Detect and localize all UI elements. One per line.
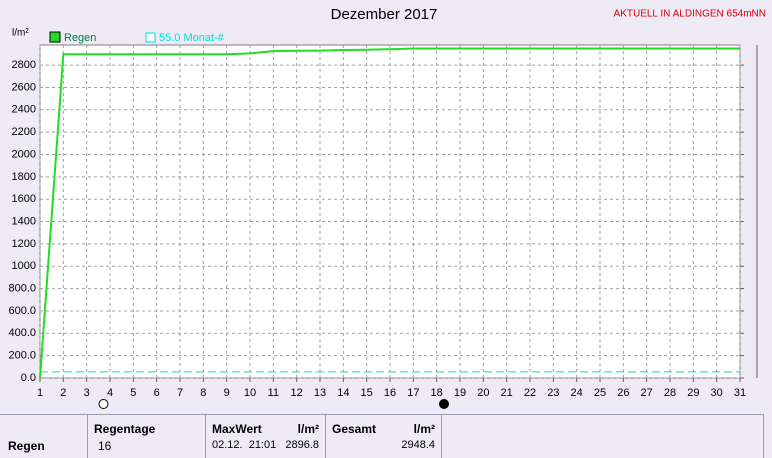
col-regentage: Regentage 16 [88,414,206,458]
cell-value: 16 [98,439,112,453]
y-tick-label: 2800 [12,59,36,71]
legend-label: Regen [64,32,96,44]
cell-value: 2948.4 [401,439,435,451]
col-maxwert: MaxWert l/m² 02.12. 21:01 2896.8 [206,414,326,458]
y-axis-label: l/m² [12,28,29,39]
y-tick-label: 400.0 [8,327,36,339]
x-tick-label: 6 [154,387,160,399]
y-tick-label: 2000 [12,148,36,160]
x-tick-label: 13 [314,387,326,399]
x-tick-label: 4 [107,387,113,399]
x-tick-label: 17 [407,387,419,399]
x-tick-label: 3 [84,387,90,399]
x-tick-label: 10 [244,387,256,399]
col-header: MaxWert [212,422,262,436]
x-tick-label: 25 [594,387,606,399]
x-tick-label: 14 [337,387,349,399]
y-tick-label: 1800 [12,171,36,183]
station-label: AKTUELL IN ALDINGEN 654mNN [614,9,766,20]
y-tick-label: 600.0 [8,305,36,317]
chart: Dezember 2017 AKTUELL IN ALDINGEN 654mNN… [8,6,766,409]
y-tick-label: 0.0 [21,372,36,384]
y-tick-label: 800.0 [8,283,36,295]
x-tick-label: 28 [664,387,676,399]
col-header: Regentage [94,422,156,436]
y-tick-label: 2400 [12,104,36,116]
y-tick-label: 2200 [12,126,36,138]
x-tick-label: 31 [734,387,746,399]
x-tick-label: 7 [177,387,183,399]
x-tick-label: 2 [60,387,66,399]
cell-date: 02.12. 21:01 [212,439,277,451]
row-label: Regen [8,439,45,453]
empty-cell [442,414,764,458]
col-gesamt: Gesamt l/m² 2948.4 [326,414,442,458]
cell-value: 2896.8 [285,439,319,451]
y-tick-label: 1400 [12,215,36,227]
x-tick-label: 12 [291,387,303,399]
x-tick-label: 20 [477,387,489,399]
y-tick-label: 1600 [12,193,36,205]
col-unit: l/m² [413,422,435,436]
x-tick-label: 8 [200,387,206,399]
stats-table: Regen Regentage 16 MaxWert l/m² 02.12. 2… [0,414,772,458]
x-tick-label: 29 [687,387,699,399]
col-header: Gesamt [332,422,377,436]
x-tick-label: 9 [224,387,230,399]
x-tick-label: 26 [617,387,629,399]
chart-title: Dezember 2017 [331,6,438,23]
legend-label: 55.0 Monat-# [159,32,225,44]
x-tick-label: 24 [571,387,583,399]
rain-line [39,47,740,379]
x-tick-label: 15 [361,387,373,399]
x-tick-label: 30 [711,387,723,399]
row-header: Regen [0,414,88,458]
x-tick-label: 11 [268,387,279,399]
x-tick-label: 5 [130,387,136,399]
moon-icon [439,399,449,409]
x-tick-label: 23 [547,387,559,399]
x-tick-label: 16 [384,387,396,399]
legend-swatch [145,32,156,43]
y-tick-label: 2600 [12,81,36,93]
legend-swatch [49,31,61,43]
col-unit: l/m² [297,422,319,436]
x-tick-label: 18 [431,387,443,399]
x-tick-label: 21 [501,387,513,399]
x-tick-label: 27 [641,387,653,399]
x-tick-label: 22 [524,387,536,399]
x-tick-label: 1 [37,387,43,399]
y-tick-label: 1000 [12,260,36,272]
moon-icon [98,399,109,409]
y-tick-label: 200.0 [8,350,36,362]
y-tick-label: 1200 [12,238,36,250]
x-tick-label: 19 [454,387,466,399]
